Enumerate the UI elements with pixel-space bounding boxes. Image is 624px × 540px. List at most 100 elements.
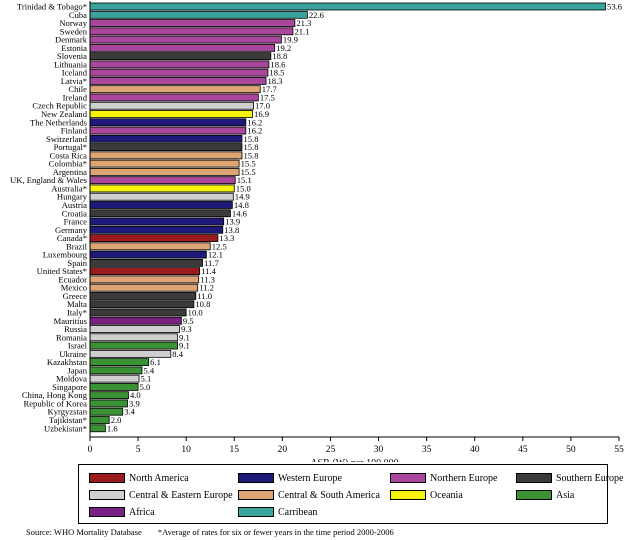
value-label: 14.9 xyxy=(235,192,250,202)
category-label: Croatia xyxy=(62,208,87,218)
category-label: Slovenia xyxy=(57,51,87,61)
category-label: Iceland xyxy=(62,68,88,78)
value-label: 21.1 xyxy=(294,26,309,36)
category-label: Argentina xyxy=(53,167,87,177)
category-label: New Zealand xyxy=(41,109,88,119)
legend-item: Southern Europe xyxy=(516,473,624,485)
category-label: Moldova xyxy=(56,374,87,384)
value-label: 21.3 xyxy=(296,18,311,28)
category-label: Trinidad & Tobago* xyxy=(17,2,87,12)
category-label: Finland xyxy=(61,126,88,136)
legend-item: Central & South America xyxy=(238,490,380,502)
value-label: 15.5 xyxy=(241,159,256,169)
value-label: 14.6 xyxy=(232,208,248,218)
value-label: 17.0 xyxy=(255,101,270,111)
value-label: 10.0 xyxy=(188,307,203,317)
value-label: 10.8 xyxy=(195,299,210,309)
category-label: Colombia* xyxy=(49,159,87,169)
category-label: Sweden xyxy=(60,26,88,36)
x-tick-label: 15 xyxy=(230,445,240,455)
legend-swatch xyxy=(238,490,274,500)
value-label: 17.7 xyxy=(262,84,278,94)
category-label: Kazakhstan xyxy=(47,357,88,367)
legend-label: Western Europe xyxy=(278,473,342,484)
bar xyxy=(89,209,231,218)
legend-label: Asia xyxy=(556,490,575,501)
legend-item: Oceania xyxy=(390,490,463,502)
category-label: Russia xyxy=(64,324,87,334)
bar xyxy=(89,176,236,185)
bar xyxy=(89,234,219,242)
legend-swatch xyxy=(238,473,274,483)
value-label: 18.6 xyxy=(270,59,286,69)
category-label: Singapore xyxy=(52,382,87,392)
bar xyxy=(89,374,140,383)
category-label: Luxembourg xyxy=(43,250,88,260)
value-label: 18.8 xyxy=(272,51,287,61)
value-label: 3.9 xyxy=(129,398,140,408)
bar xyxy=(89,258,203,267)
legend-label: Southern Europe xyxy=(556,473,624,484)
legend-swatch xyxy=(516,473,552,483)
bar xyxy=(89,68,269,77)
legend-label: Africa xyxy=(129,507,155,518)
legend-label: Central & Eastern Europe xyxy=(129,490,233,501)
category-label: Romania xyxy=(56,332,87,342)
bar xyxy=(89,77,267,85)
value-label: 14.8 xyxy=(234,200,249,210)
category-label: Japan xyxy=(67,365,87,375)
legend-item: Northern Europe xyxy=(390,473,497,485)
bar xyxy=(89,93,259,102)
category-label: Cuba xyxy=(69,10,87,20)
legend-swatch xyxy=(89,473,125,483)
legend-swatch xyxy=(390,490,426,500)
x-tick-label: 55 xyxy=(614,445,624,455)
bar xyxy=(89,167,240,176)
value-label: 9.5 xyxy=(183,316,194,326)
value-label: 2.0 xyxy=(111,415,122,425)
value-label: 15.8 xyxy=(243,142,258,152)
bar xyxy=(89,10,308,19)
category-label: Brazil xyxy=(66,241,88,251)
value-label: 16.2 xyxy=(247,117,262,127)
category-label: Mauritius xyxy=(54,316,88,326)
value-label: 18.5 xyxy=(269,68,284,78)
x-tick-label: 45 xyxy=(518,445,528,455)
legend-item: Central & Eastern Europe xyxy=(89,490,233,502)
category-label: Ecuador xyxy=(58,274,87,284)
bar xyxy=(89,192,234,201)
category-label: Germany xyxy=(55,225,88,235)
legend-swatch xyxy=(390,473,426,483)
value-label: 3.4 xyxy=(124,407,135,417)
x-tick-label: 20 xyxy=(278,445,288,455)
bar xyxy=(89,85,261,94)
bar xyxy=(89,391,129,400)
category-label: Uzbekistan* xyxy=(44,423,87,433)
bar xyxy=(89,134,243,143)
bar xyxy=(89,151,243,160)
bar xyxy=(89,27,294,36)
bar xyxy=(89,275,200,284)
source-footer: Source: WHO Mortality Database *Average … xyxy=(26,527,408,537)
value-label: 15.1 xyxy=(237,175,252,185)
value-label: 11.0 xyxy=(197,291,212,301)
value-label: 9.1 xyxy=(179,332,190,342)
value-label: 15.8 xyxy=(243,150,258,160)
category-label: Latvia* xyxy=(61,76,87,86)
value-label: 8.4 xyxy=(172,349,183,359)
legend-item: Asia xyxy=(516,490,574,502)
bar xyxy=(89,52,272,61)
x-tick-label: 30 xyxy=(374,445,384,455)
bar xyxy=(89,159,240,168)
value-label: 1.6 xyxy=(107,423,118,433)
bar xyxy=(89,325,180,333)
bar xyxy=(89,300,195,309)
legend-label: Central & South America xyxy=(278,490,380,501)
category-label: Costa Rica xyxy=(50,150,88,160)
bar xyxy=(89,118,247,127)
legend-item: Africa xyxy=(89,507,155,519)
category-label: Republic of Korea xyxy=(24,398,88,408)
value-label: 11.7 xyxy=(204,258,219,268)
bar xyxy=(89,341,178,350)
bar xyxy=(89,225,224,234)
